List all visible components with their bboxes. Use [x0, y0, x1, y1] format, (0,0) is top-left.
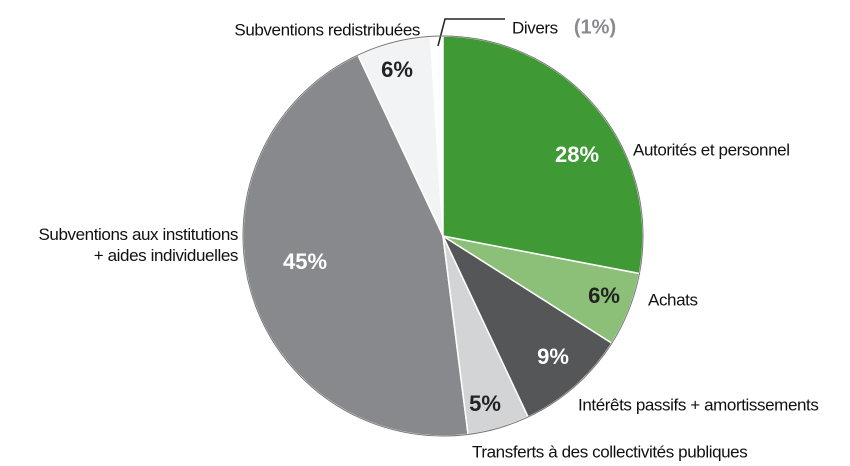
value-label: 5% — [469, 391, 501, 416]
value-label: (1%) — [573, 16, 617, 39]
category-label: Intérêts passifs + amortissements — [578, 395, 819, 415]
category-label: Subventions aux institutions + aides ind… — [38, 225, 238, 265]
value-label: 28% — [554, 142, 600, 167]
pie-slice — [442, 35, 644, 275]
value-label: 6% — [381, 57, 413, 82]
category-label: Autorités et personnel — [633, 140, 790, 160]
category-label: Achats — [648, 290, 698, 310]
category-label: Divers — [512, 18, 558, 38]
value-label: 45% — [282, 249, 328, 274]
leader-line — [437, 18, 505, 47]
category-label: Transferts à des collectivités publiques — [472, 442, 748, 462]
category-label: Subventions redistribuées — [234, 20, 420, 40]
pie-outline — [242, 35, 644, 437]
value-label: 6% — [588, 283, 620, 308]
value-label: 9% — [537, 344, 569, 369]
